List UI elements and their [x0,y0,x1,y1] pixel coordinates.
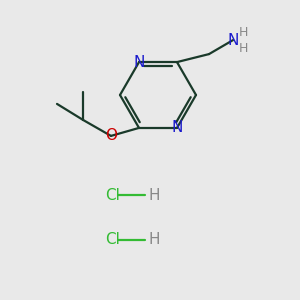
Text: H: H [238,26,248,39]
Text: N: N [227,33,239,48]
Text: H: H [148,232,160,247]
Text: N: N [171,120,183,135]
Text: Cl: Cl [105,188,120,202]
Text: H: H [148,188,160,202]
Text: H: H [238,42,248,55]
Text: Cl: Cl [105,232,120,247]
Text: N: N [133,55,145,70]
Text: O: O [105,128,117,143]
